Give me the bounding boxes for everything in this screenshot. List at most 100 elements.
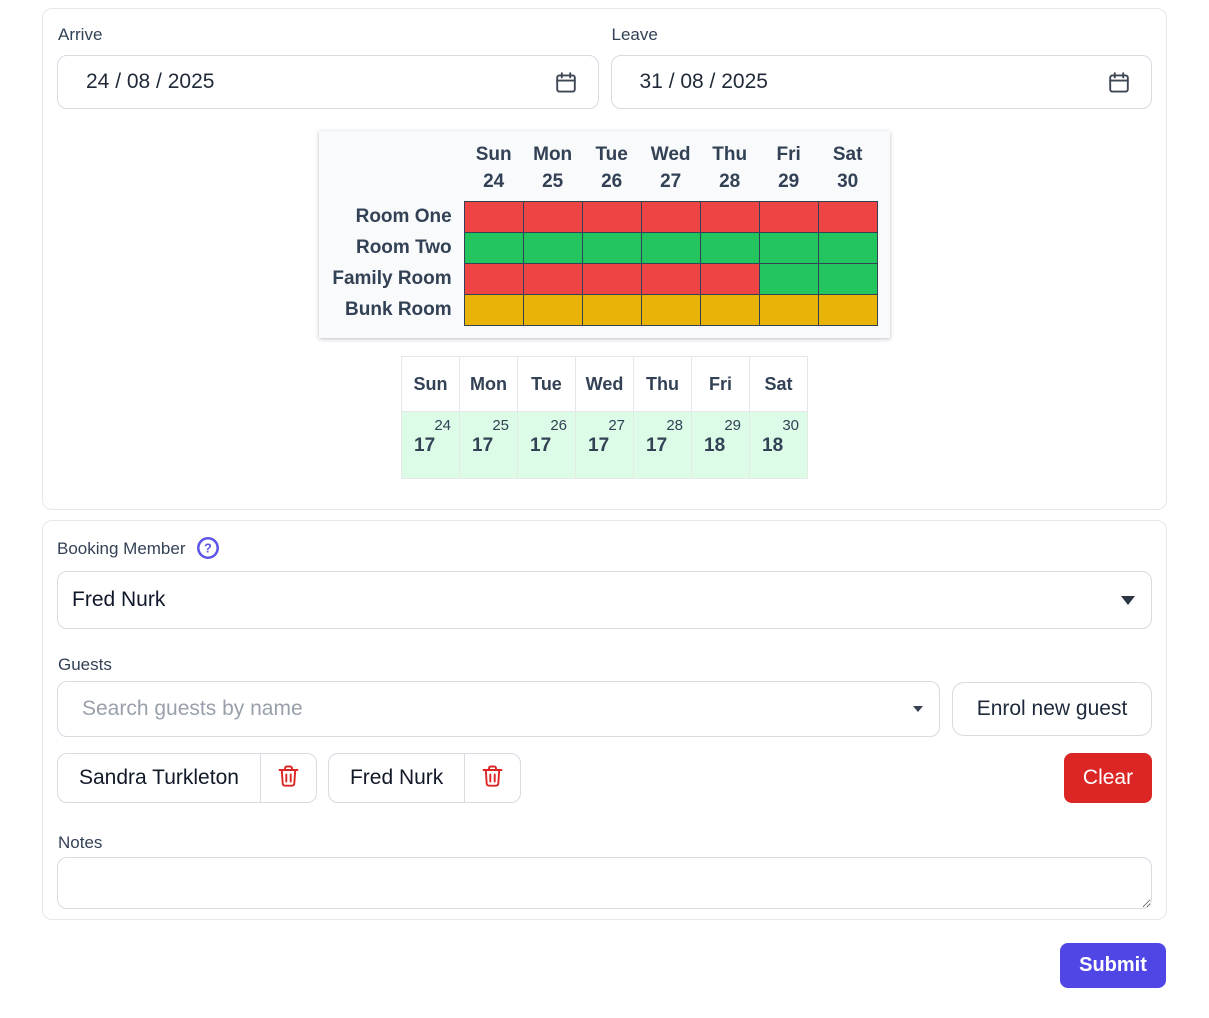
trash-icon [482,765,503,791]
booking-details-card: Booking Member ? Fred Nurk Guests Enrol … [42,520,1167,920]
chip-divider [464,754,466,802]
availability-cell [817,294,878,326]
booking-member-help-button[interactable]: ? [196,536,220,563]
guest-name: Fred Nurk [349,766,444,789]
weekday-header: Fri [691,356,750,412]
enrol-new-guest-button[interactable]: Enrol new guest [952,682,1152,736]
availability-cell [581,263,642,295]
availability-cell [699,232,760,264]
room-row: Room Two [331,232,878,264]
day-summary-cell[interactable]: 27 17 [575,411,634,479]
room-label: Room One [355,206,452,227]
booking-member-select[interactable]: Fred Nurk [57,571,1152,629]
day-header: Tue 26 [595,144,628,192]
availability-cell [522,201,583,233]
clear-guests-button[interactable]: Clear [1064,753,1152,803]
availability-cell [640,263,701,295]
booking-member-selected-value: Fred Nurk [72,588,166,611]
weekday-header-row: Sun Mon Tue Wed Thu Fri Sat [401,356,808,412]
selected-guests-row: Sandra Turkleton Fred Nurk [57,753,1152,803]
submit-button[interactable]: Submit [1060,943,1166,988]
availability-cell [581,294,642,326]
notes-textarea[interactable] [57,857,1152,909]
arrive-label: Arrive [58,25,103,44]
day-summary-cell[interactable]: 29 18 [691,411,750,479]
guest-chip: Fred Nurk [327,753,522,803]
availability-cell [522,263,583,295]
arrive-date-value: 24 / 08 / 2025 [86,70,215,93]
availability-cell [699,201,760,233]
availability-cell [817,201,878,233]
calendar-icon[interactable] [555,71,576,93]
availability-count: 17 [646,435,668,456]
weekday-header: Tue [517,356,576,412]
guests-label: Guests [58,655,112,674]
calendar-icon[interactable] [1109,71,1129,93]
booking-member-label: Booking Member [57,539,186,558]
guest-search-input[interactable] [58,682,913,736]
guest-chip: Sandra Turkleton [57,753,317,803]
day-number: 30 [782,417,799,434]
room-row: Family Room [331,263,878,295]
availability-cell [640,201,701,233]
remove-guest-button[interactable] [465,754,520,802]
chevron-down-icon [913,706,923,712]
availability-cell [640,232,701,264]
day-number: 28 [666,417,683,434]
availability-cell [463,263,524,295]
availability-cell [522,232,583,264]
availability-cell [699,294,760,326]
availability-cell [463,232,524,264]
availability-cell [817,232,878,264]
day-header: Sat 30 [832,144,863,192]
arrive-date-input[interactable]: 24 / 08 / 2025 [57,55,599,109]
booking-member-label-row: Booking Member ? [57,536,1152,563]
room-label: Family Room [332,268,452,289]
room-row: Room One [331,201,878,233]
availability-count: 17 [414,435,436,456]
day-header-row: Sun 24 Mon 25 Tue 26 Wed 27 Thu 28 Fri 29 Sat 3… [331,137,877,202]
leave-date-input[interactable]: 31 / 08 / 2025 [610,55,1152,109]
day-header: Sun 24 [475,144,512,192]
remove-guest-button[interactable] [261,754,316,802]
availability-cell [581,201,642,233]
day-summary-cell[interactable]: 30 18 [749,411,808,479]
availability-cell [463,201,524,233]
availability-cell [758,232,819,264]
availability-count: 18 [762,435,784,456]
leave-date-value: 31 / 08 / 2025 [639,70,768,93]
day-summary-row: 24 17 25 17 26 17 27 17 28 17 29 18 30 18 [401,411,808,479]
guest-search-row: Enrol new guest [57,681,1152,737]
day-header: Fri 29 [776,144,801,192]
weekday-header: Thu [633,356,692,412]
day-summary-cell[interactable]: 24 17 [401,411,460,479]
availability-cell [758,201,819,233]
corner-cell [331,137,464,202]
guest-name: Sandra Turkleton [79,766,239,789]
arrive-field-group: Arrive 24 / 08 / 2025 [57,25,599,109]
availability-cell [581,232,642,264]
weekday-header: Sun [401,356,460,412]
day-summary-cell[interactable]: 25 17 [459,411,518,479]
availability-cell [758,263,819,295]
week-summary-table: Sun Mon Tue Wed Thu Fri Sat 24 17 25 17 26… [401,356,808,479]
day-header: Wed 27 [650,144,691,192]
day-summary-cell[interactable]: 28 17 [633,411,692,479]
day-summary-cell[interactable]: 26 17 [517,411,576,479]
notes-label: Notes [58,833,103,852]
room-label: Bunk Room [345,299,452,320]
weekday-header: Sat [749,356,808,412]
day-number: 26 [550,417,567,434]
day-number: 24 [434,417,451,434]
availability-count: 17 [588,435,610,456]
weekday-header: Wed [575,356,634,412]
chip-divider [259,754,261,802]
day-number: 29 [724,417,741,434]
availability-cell [640,294,701,326]
availability-cell [817,263,878,295]
guest-search-combobox[interactable] [57,681,940,737]
date-fields-row: Arrive 24 / 08 / 2025 Leave 31 / 08 / 20… [57,25,1152,109]
question-mark-icon: ? [196,536,220,563]
weekday-header: Mon [459,356,518,412]
day-number: 27 [608,417,625,434]
